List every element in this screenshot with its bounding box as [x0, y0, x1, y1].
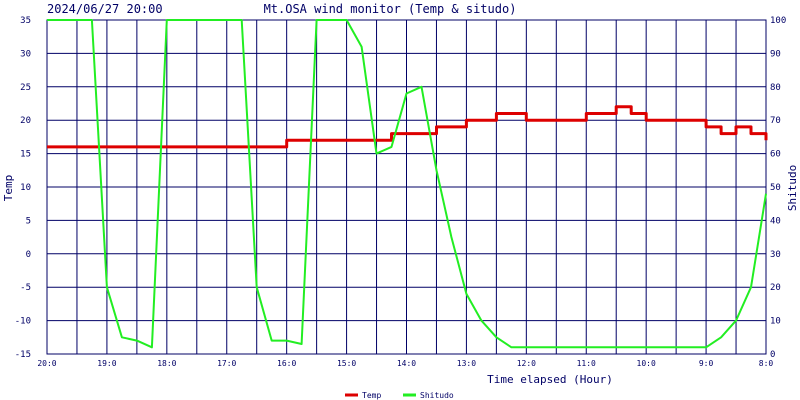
x-tick-label: 13:0	[457, 359, 476, 368]
x-tick-label: 14:0	[397, 359, 416, 368]
x-tick-label: 9:0	[699, 359, 714, 368]
series-line-temp	[47, 105, 768, 149]
x-tick-label: 17:0	[217, 359, 236, 368]
legend: Temp Shitudo	[345, 391, 454, 400]
y-right-tick-label: 70	[770, 116, 781, 126]
x-tick-label: 11:0	[577, 359, 596, 368]
x-tick-label: 10:0	[637, 359, 656, 368]
x-tick-label: 20:0	[37, 359, 56, 368]
x-tick-label: 16:0	[277, 359, 296, 368]
chart-title: Mt.OSA wind monitor (Temp & situdo)	[264, 2, 517, 16]
y-left-tick-label: 15	[20, 150, 31, 160]
x-tick-label: 8:0	[759, 359, 774, 368]
y-left-tick-label: 0	[26, 250, 31, 260]
series-line-shitudo	[47, 19, 767, 349]
y-right-tick-label: 90	[770, 49, 781, 59]
chart-grid	[46, 19, 767, 355]
x-tick-label: 12:0	[517, 359, 536, 368]
chart-series-layer	[47, 19, 768, 349]
timestamp-label: 2024/06/27 20:00	[47, 2, 163, 16]
x-tick-label: 18:0	[157, 359, 176, 368]
y-right-tick-label: 40	[770, 216, 781, 226]
y-left-tick-label: 35	[20, 16, 31, 26]
legend-shitudo-label: Shitudo	[420, 391, 454, 400]
y-left-tick-label: 20	[20, 116, 31, 126]
chart-tick-labels: 35302520151050-5-10-15100908070605040302…	[15, 16, 787, 368]
x-tick-label: 19:0	[97, 359, 116, 368]
y-left-tick-label: 30	[20, 49, 31, 59]
x-axis-label: Time elapsed (Hour)	[487, 373, 613, 386]
y-left-tick-label: 5	[26, 216, 31, 226]
y-right-tick-label: 30	[770, 250, 781, 260]
y-left-tick-label: -5	[20, 283, 31, 293]
y-right-tick-label: 60	[770, 150, 781, 160]
y-left-tick-label: 10	[20, 183, 31, 193]
y-left-tick-label: -10	[15, 317, 31, 327]
y-right-tick-label: 0	[770, 350, 775, 360]
y-left-tick-label: 25	[20, 83, 31, 93]
y-axis-right-label: Shitudo	[786, 165, 799, 211]
y-right-tick-label: 20	[770, 283, 781, 293]
y-right-tick-label: 100	[770, 16, 786, 26]
legend-temp-label: Temp	[362, 391, 381, 400]
y-right-tick-label: 80	[770, 83, 781, 93]
x-tick-label: 15:0	[337, 359, 356, 368]
y-right-tick-label: 10	[770, 317, 781, 327]
y-right-tick-label: 50	[770, 183, 781, 193]
y-axis-left-label: Temp	[2, 175, 15, 202]
y-left-tick-label: -15	[15, 350, 31, 360]
